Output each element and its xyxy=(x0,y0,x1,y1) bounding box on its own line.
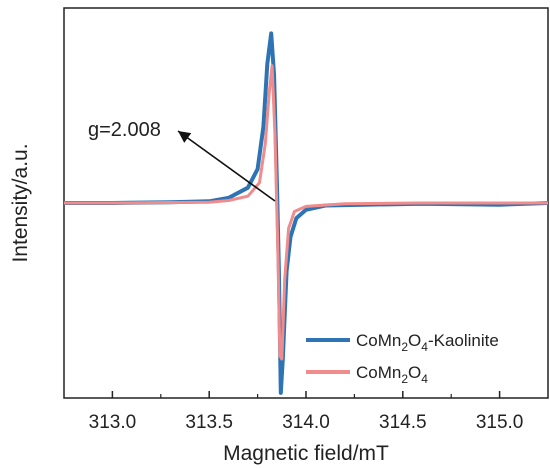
annotation: g=2.008 xyxy=(88,119,276,202)
series-line-2 xyxy=(64,64,548,361)
legend-label-1: CoMn2O4-Kaolinite xyxy=(356,331,499,354)
annotation-arrow-line xyxy=(177,130,276,202)
annotation-text: g=2.008 xyxy=(88,119,161,141)
x-tick-label: 313.5 xyxy=(185,412,233,433)
x-tick-label: 314.0 xyxy=(282,412,330,433)
x-tick-label: 314.5 xyxy=(379,412,427,433)
x-ticks: 313.0 313.5 314.0 314.5 315.0 xyxy=(89,391,524,433)
annotation-arrowhead xyxy=(178,131,192,143)
series-lines xyxy=(64,31,549,395)
legend: CoMn2O4-Kaolinite CoMn2O4 xyxy=(306,331,499,386)
x-tick-label: 315.0 xyxy=(476,412,524,433)
x-axis-label: Magnetic field/mT xyxy=(223,442,389,465)
legend-label-2: CoMn2O4 xyxy=(356,363,428,386)
y-axis-label: Intensity/a.u. xyxy=(9,143,32,262)
x-tick-label: 313.0 xyxy=(89,412,137,433)
